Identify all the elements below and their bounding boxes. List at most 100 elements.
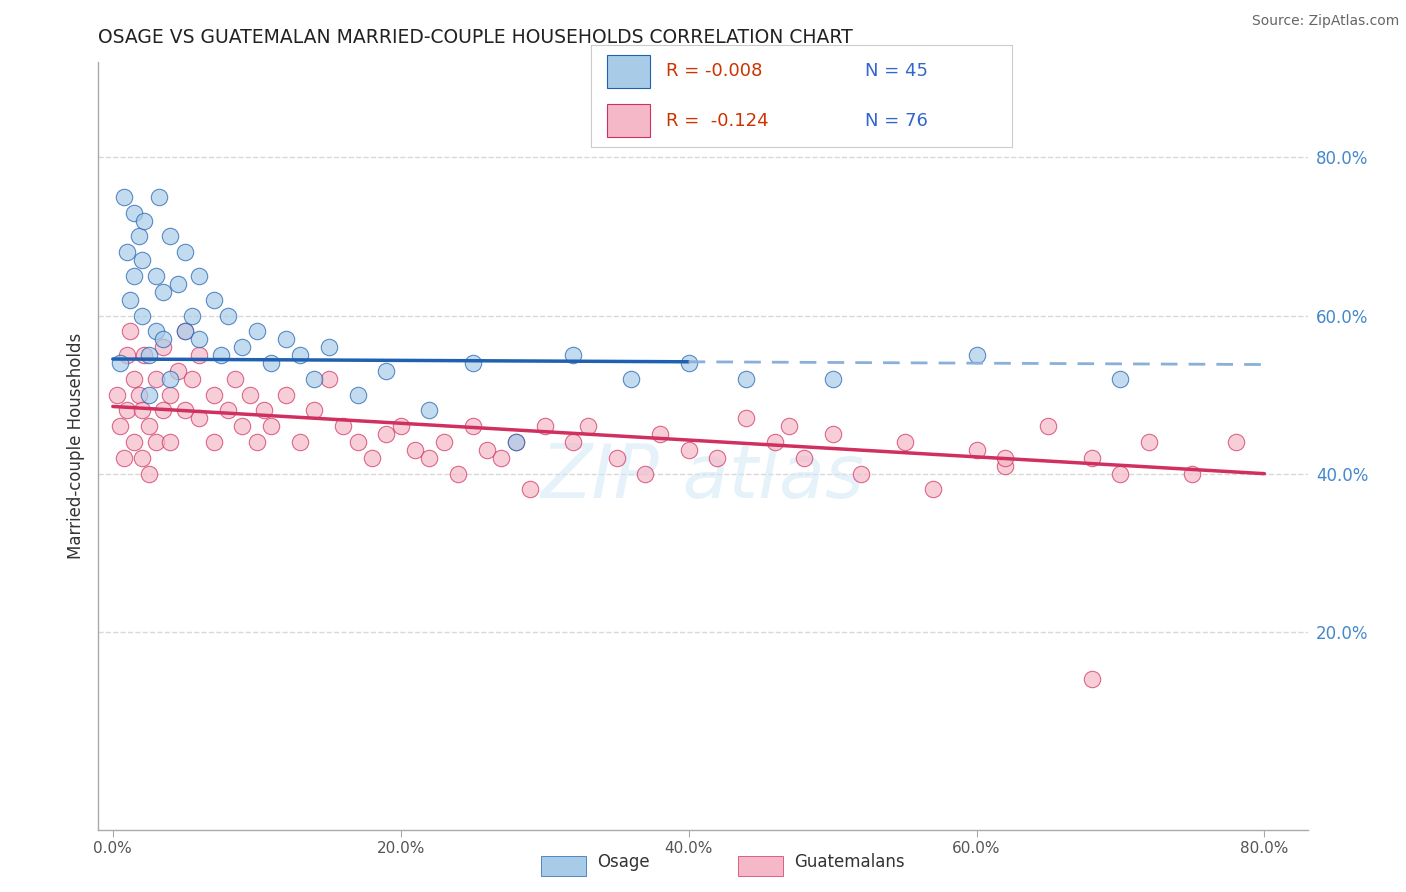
Point: [159, 387, 181, 401]
Point: [152, 403, 174, 417]
Point: [152, 340, 174, 354]
Point: [418, 403, 440, 417]
Bar: [607, 104, 650, 137]
Point: [138, 467, 160, 481]
Point: [138, 419, 160, 434]
Point: [519, 483, 541, 497]
Point: [112, 190, 135, 204]
Point: [418, 450, 440, 465]
Point: [274, 387, 297, 401]
Point: [181, 372, 204, 386]
Point: [159, 435, 181, 450]
Point: [231, 340, 253, 354]
Point: [148, 190, 170, 204]
Point: [576, 419, 599, 434]
Point: [138, 387, 160, 401]
Point: [115, 245, 138, 260]
Point: [246, 324, 269, 338]
Text: R =  -0.124: R = -0.124: [666, 112, 769, 129]
Point: [166, 364, 188, 378]
Point: [112, 450, 135, 465]
Point: [188, 268, 211, 283]
Point: [260, 356, 283, 370]
Point: [304, 403, 326, 417]
Point: [851, 467, 873, 481]
Point: [124, 268, 146, 283]
Point: [1109, 372, 1132, 386]
Point: [246, 435, 269, 450]
Point: [994, 458, 1017, 473]
Point: [1109, 467, 1132, 481]
Point: [253, 403, 276, 417]
Point: [332, 419, 354, 434]
Point: [1181, 467, 1204, 481]
Point: [134, 348, 156, 362]
Point: [346, 387, 368, 401]
Point: [433, 435, 456, 450]
Point: [159, 372, 181, 386]
Point: [1080, 673, 1102, 687]
Text: OSAGE VS GUATEMALAN MARRIED-COUPLE HOUSEHOLDS CORRELATION CHART: OSAGE VS GUATEMALAN MARRIED-COUPLE HOUSE…: [98, 28, 853, 47]
Point: [131, 309, 153, 323]
Point: [562, 435, 585, 450]
Point: [131, 450, 153, 465]
Point: [173, 324, 195, 338]
Point: [202, 293, 225, 307]
Point: [821, 427, 844, 442]
Text: Source: ZipAtlas.com: Source: ZipAtlas.com: [1251, 14, 1399, 28]
Point: [389, 419, 412, 434]
Point: [318, 372, 340, 386]
Point: [375, 427, 398, 442]
Point: [1038, 419, 1060, 434]
Point: [145, 268, 167, 283]
Point: [224, 372, 246, 386]
Point: [181, 309, 204, 323]
Point: [533, 419, 555, 434]
Point: [124, 372, 146, 386]
Point: [966, 348, 988, 362]
Point: [145, 372, 167, 386]
Point: [318, 340, 340, 354]
Point: [115, 403, 138, 417]
Point: [128, 387, 150, 401]
Point: [606, 450, 628, 465]
Point: [1137, 435, 1160, 450]
Text: Osage: Osage: [598, 853, 650, 871]
Point: [274, 332, 297, 346]
Point: [159, 229, 181, 244]
Point: [108, 419, 131, 434]
Text: Guatemalans: Guatemalans: [794, 853, 905, 871]
Point: [173, 324, 195, 338]
Point: [778, 419, 800, 434]
Point: [375, 364, 398, 378]
Point: [475, 442, 498, 457]
Point: [131, 253, 153, 268]
Point: [763, 435, 786, 450]
Point: [706, 450, 728, 465]
Point: [145, 324, 167, 338]
Point: [128, 229, 150, 244]
Point: [562, 348, 585, 362]
Point: [735, 372, 758, 386]
Point: [138, 348, 160, 362]
Point: [1225, 435, 1247, 450]
Point: [124, 435, 146, 450]
Point: [217, 403, 239, 417]
Point: [188, 332, 211, 346]
Point: [461, 356, 484, 370]
Point: [1080, 450, 1102, 465]
Point: [152, 285, 174, 299]
Point: [735, 411, 758, 425]
Point: [346, 435, 368, 450]
Point: [115, 348, 138, 362]
Point: [209, 348, 232, 362]
Point: [105, 387, 128, 401]
Point: [793, 450, 815, 465]
Text: N = 45: N = 45: [865, 62, 928, 80]
Point: [288, 348, 311, 362]
Point: [120, 293, 142, 307]
Point: [966, 442, 988, 457]
Point: [231, 419, 253, 434]
Point: [120, 324, 142, 338]
Point: [821, 372, 844, 386]
